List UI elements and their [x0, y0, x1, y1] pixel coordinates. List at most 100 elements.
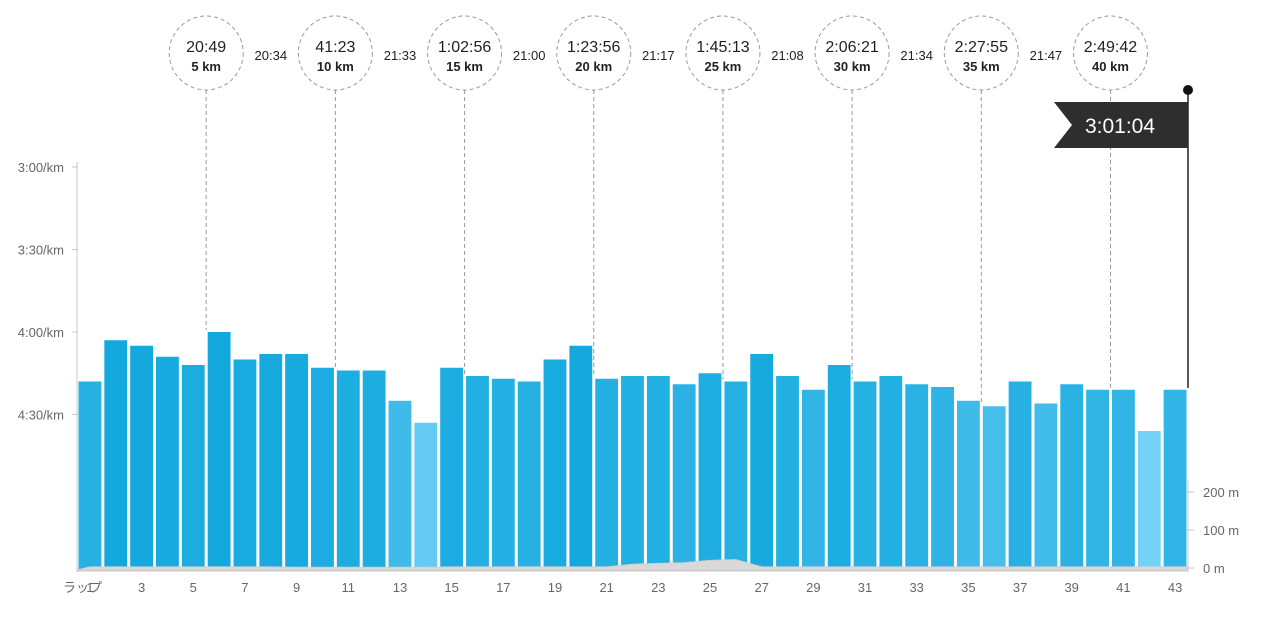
- pace-bar: [646, 376, 670, 570]
- pace-bar: [1060, 384, 1084, 570]
- x-tick-label: 21: [599, 580, 613, 595]
- pace-bar: [698, 373, 722, 570]
- elevation-tick-label: 200 m: [1203, 485, 1239, 500]
- split-distance: 5 km: [191, 59, 221, 74]
- pace-bar: [181, 365, 205, 570]
- pace-bar: [414, 422, 438, 570]
- split-marker: 1:45:13 25 km: [685, 15, 761, 380]
- x-tick-label: 5: [190, 580, 197, 595]
- x-axis-prefix: ラップ: [63, 580, 102, 595]
- split-circle: [685, 15, 761, 91]
- split-time: 1:45:13: [696, 39, 749, 56]
- split-time: 2:27:55: [955, 39, 1008, 56]
- split-circle: [556, 15, 632, 91]
- x-tick-label: 1: [86, 580, 93, 595]
- pace-bar: [724, 381, 748, 570]
- split-marker: 2:06:21 30 km: [814, 15, 890, 380]
- y-axis: 3:00/km 3:30/km 4:00/km 4:30/km: [18, 160, 78, 572]
- split-distance: 40 km: [1092, 59, 1129, 74]
- x-tick-label: 41: [1116, 580, 1130, 595]
- x-tick-label: 11: [342, 580, 356, 595]
- x-tick-label: 29: [806, 580, 820, 595]
- split-distance: 10 km: [317, 59, 354, 74]
- split-marker: 2:49:42 40 km: [1072, 15, 1148, 388]
- x-tick-label: 33: [909, 580, 923, 595]
- pace-bars: [76, 332, 1189, 571]
- x-tick-label: 43: [1168, 580, 1182, 595]
- split-circle: [168, 15, 244, 91]
- x-tick-label: 35: [961, 580, 975, 595]
- pace-bar: [491, 378, 515, 570]
- x-tick-label: 9: [293, 580, 300, 595]
- finish-pole-top: [1183, 85, 1193, 95]
- segment-time: 21:47: [1030, 48, 1063, 63]
- x-tick-label: 27: [754, 580, 768, 595]
- pace-bar: [1111, 389, 1135, 570]
- split-time: 41:23: [315, 39, 355, 56]
- split-distance: 35 km: [963, 59, 1000, 74]
- x-tick-label: 15: [444, 580, 458, 595]
- split-time: 1:02:56: [438, 39, 491, 56]
- finish-flag: 3:01:04: [1054, 85, 1193, 388]
- split-marker: 20:49 5 km: [168, 15, 244, 330]
- split-time: 2:49:42: [1084, 39, 1137, 56]
- segment-time: 21:33: [384, 48, 417, 63]
- pace-bar: [750, 354, 774, 570]
- split-time: 1:23:56: [567, 39, 620, 56]
- pace-bar: [1034, 403, 1058, 570]
- split-distance: 25 km: [704, 59, 741, 74]
- split-time: 2:06:21: [825, 39, 878, 56]
- split-marker: 1:02:56 15 km: [427, 15, 503, 374]
- split-circle: [427, 15, 503, 91]
- pace-bar: [440, 367, 464, 570]
- split-marker: 2:27:55 35 km: [943, 15, 1019, 405]
- pace-bar: [156, 356, 179, 570]
- pace-bar: [466, 376, 489, 570]
- pace-bar: [517, 381, 541, 570]
- pace-bar: [1086, 389, 1109, 570]
- pace-bar: [543, 359, 567, 570]
- pace-bar: [104, 340, 128, 570]
- pace-bar: [388, 400, 412, 570]
- pace-bar: [362, 370, 386, 570]
- x-tick-label: 19: [548, 580, 562, 595]
- segment-time: 20:34: [255, 48, 288, 63]
- split-circle: [943, 15, 1019, 91]
- split-distance: 20 km: [575, 59, 612, 74]
- split-circle: [297, 15, 373, 91]
- pace-bar: [285, 354, 309, 570]
- x-tick-label: 3: [138, 580, 145, 595]
- segment-time: 21:17: [642, 48, 675, 63]
- split-distance: 15 km: [446, 59, 483, 74]
- pace-bar: [336, 370, 360, 570]
- y-tick-label: 4:30/km: [18, 408, 64, 423]
- segment-time: 21:34: [900, 48, 933, 63]
- x-tick-label: 23: [651, 580, 665, 595]
- pace-bar: [207, 332, 231, 570]
- pace-bar: [672, 384, 696, 570]
- x-tick-label: 37: [1013, 580, 1027, 595]
- y-tick-label: 3:30/km: [18, 243, 64, 258]
- split-time: 20:49: [186, 39, 226, 56]
- split-marker: 41:23 10 km: [297, 15, 373, 369]
- segment-time: 21:00: [513, 48, 546, 63]
- elevation-tick-label: 0 m: [1203, 561, 1225, 576]
- split-distance: 30 km: [834, 59, 871, 74]
- split-markers: 20:49 5 km 41:23 10 km 1:02:56 15 km 1:23:56 20…: [168, 15, 1148, 405]
- split-circle: [814, 15, 890, 91]
- y-tick-label: 4:00/km: [18, 325, 64, 340]
- pace-bar: [905, 384, 929, 570]
- pace-bar: [233, 359, 257, 570]
- finish-flag-banner: [1054, 102, 1188, 148]
- pace-bar: [311, 367, 334, 570]
- pace-bar: [982, 406, 1006, 570]
- x-tick-label: 31: [858, 580, 872, 595]
- pace-bar: [130, 345, 154, 570]
- pace-bar: [259, 354, 283, 570]
- x-tick-label: 7: [241, 580, 248, 595]
- pace-bar: [853, 381, 877, 570]
- finish-time: 3:01:04: [1085, 115, 1155, 138]
- pace-bar: [776, 376, 799, 570]
